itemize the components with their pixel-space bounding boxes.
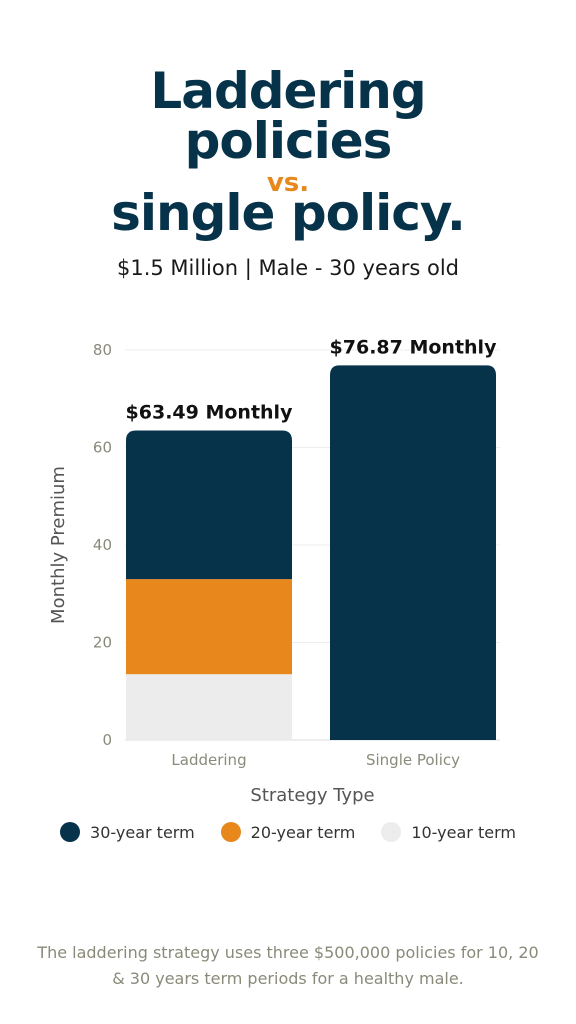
legend-swatch-10-year <box>381 822 402 842</box>
x-tick-label-single-policy: Single Policy <box>366 751 460 769</box>
title-vs: vs. <box>266 168 310 198</box>
legend-label-20-year: 20-year term <box>250 822 356 842</box>
legend: 30-year term 20-year term 10-year term <box>0 822 576 842</box>
data-label-single-policy: $76.87 Monthly <box>330 336 498 358</box>
bar-laddering-10-year-term <box>126 674 292 740</box>
legend-item-10-year: 10-year term <box>381 822 516 842</box>
y-axis-label: Monthly Premium <box>48 466 69 624</box>
y-tick-label-80: 80 <box>93 341 112 359</box>
legend-item-30-year: 30-year term <box>60 822 195 842</box>
bar-chart: 0 20 40 60 80 Monthly Premium $63.49 Monthly La… <box>48 336 500 806</box>
y-tick-label-40: 40 <box>93 536 112 554</box>
legend-swatch-30-year <box>60 822 81 842</box>
x-tick-label-laddering: Laddering <box>171 751 246 769</box>
x-axis-label: Strategy Type <box>250 785 374 806</box>
y-tick-label-20: 20 <box>93 634 112 652</box>
bar-laddering-30-year-term <box>126 430 292 580</box>
legend-swatch-20-year <box>220 822 241 842</box>
subtitle: $1.5 Million | Male - 30 years old <box>116 256 460 280</box>
title-line-1: Laddering <box>150 62 426 120</box>
y-tick-label-60: 60 <box>93 439 112 457</box>
bar-single-policy-30-year-term <box>330 365 496 740</box>
bar-laddering-20-year-term <box>126 579 292 675</box>
title-line-3: single policy. <box>111 184 466 242</box>
legend-item-20-year: 20-year term <box>220 822 356 842</box>
legend-label-10-year: 10-year term <box>411 822 516 842</box>
legend-label-30-year: 30-year term <box>90 822 195 842</box>
y-tick-label-0: 0 <box>102 731 112 749</box>
footnote: The laddering strategy uses three $500,0… <box>37 943 539 988</box>
title-line-2: policies <box>184 112 393 170</box>
data-label-laddering: $63.49 Monthly <box>126 401 294 423</box>
